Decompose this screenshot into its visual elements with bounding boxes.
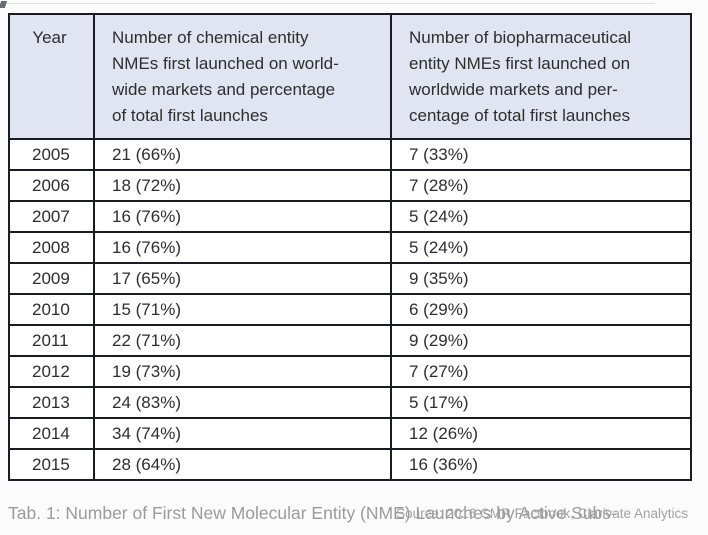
year-cell: 2007 xyxy=(8,200,95,233)
table-header-row: Year Number of chemical entity NMEs firs… xyxy=(8,13,692,140)
chemical-count-cell: 16 (76%) xyxy=(93,231,392,264)
chemical-count-cell: 19 (73%) xyxy=(93,355,392,388)
chemical-count-cell: 24 (83%) xyxy=(93,386,392,419)
year-cell: 2008 xyxy=(8,231,95,264)
biopharma-count-cell: 7 (33%) xyxy=(390,138,692,171)
table-row: 2006 18 (72%) 7 (28%) xyxy=(8,169,692,202)
table-row: 2007 16 (76%) 5 (24%) xyxy=(8,200,692,233)
source-text: Source: 2016 CMR Factbook, Clarivate Ana… xyxy=(396,506,688,521)
header-year: Year xyxy=(8,13,95,140)
table-row: 2008 16 (76%) 5 (24%) xyxy=(8,231,692,264)
table-row: 2014 34 (74%) 12 (26%) xyxy=(8,417,692,450)
nme-launches-table: Year Number of chemical entity NMEs firs… xyxy=(8,13,692,481)
scan-artifact-corner-mark xyxy=(0,1,8,8)
caption-text: Tab. 1: Number of First New Molecular En… xyxy=(8,503,617,535)
table-row: 2009 17 (65%) 9 (35%) xyxy=(8,262,692,295)
chemical-count-cell: 17 (65%) xyxy=(93,262,392,295)
chemical-count-cell: 22 (71%) xyxy=(93,324,392,357)
table-row: 2005 21 (66%) 7 (33%) xyxy=(8,138,692,171)
header-chemical-entity: Number of chemical entity NMEs first lau… xyxy=(93,13,392,140)
year-cell: 2015 xyxy=(8,448,95,481)
year-cell: 2014 xyxy=(8,417,95,450)
biopharma-count-cell: 5 (24%) xyxy=(390,231,692,264)
biopharma-count-cell: 9 (29%) xyxy=(390,324,692,357)
biopharma-count-cell: 7 (28%) xyxy=(390,169,692,202)
table-caption: Tab. 1: Number of First New Molecular En… xyxy=(8,471,690,535)
year-cell: 2009 xyxy=(8,262,95,295)
biopharma-count-cell: 9 (35%) xyxy=(390,262,692,295)
table-body: 2005 21 (66%) 7 (33%) 2006 18 (72%) 7 (2… xyxy=(8,138,692,481)
header-biopharmaceutical-entity: Number of biopharmaceutical entity NMEs … xyxy=(390,13,692,140)
table-row: 2010 15 (71%) 6 (29%) xyxy=(8,293,692,326)
biopharma-count-cell: 5 (24%) xyxy=(390,200,692,233)
chemical-count-cell: 34 (74%) xyxy=(93,417,392,450)
year-cell: 2006 xyxy=(8,169,95,202)
biopharma-count-cell: 7 (27%) xyxy=(390,355,692,388)
table-row: 2015 28 (64%) 16 (36%) xyxy=(8,448,692,481)
table-row: 2013 24 (83%) 5 (17%) xyxy=(8,386,692,419)
table-row: 2011 22 (71%) 9 (29%) xyxy=(8,324,692,357)
chemical-count-cell: 16 (76%) xyxy=(93,200,392,233)
year-cell: 2013 xyxy=(8,386,95,419)
biopharma-count-cell: 16 (36%) xyxy=(390,448,692,481)
year-cell: 2005 xyxy=(8,138,95,171)
scan-artifact-line xyxy=(0,3,655,4)
biopharma-count-cell: 12 (26%) xyxy=(390,417,692,450)
year-cell: 2011 xyxy=(8,324,95,357)
biopharma-count-cell: 6 (29%) xyxy=(390,293,692,326)
year-cell: 2010 xyxy=(8,293,95,326)
year-cell: 2012 xyxy=(8,355,95,388)
biopharma-count-cell: 5 (17%) xyxy=(390,386,692,419)
chemical-count-cell: 28 (64%) xyxy=(93,448,392,481)
table-row: 2012 19 (73%) 7 (27%) xyxy=(8,355,692,388)
chemical-count-cell: 15 (71%) xyxy=(93,293,392,326)
chemical-count-cell: 18 (72%) xyxy=(93,169,392,202)
chemical-count-cell: 21 (66%) xyxy=(93,138,392,171)
